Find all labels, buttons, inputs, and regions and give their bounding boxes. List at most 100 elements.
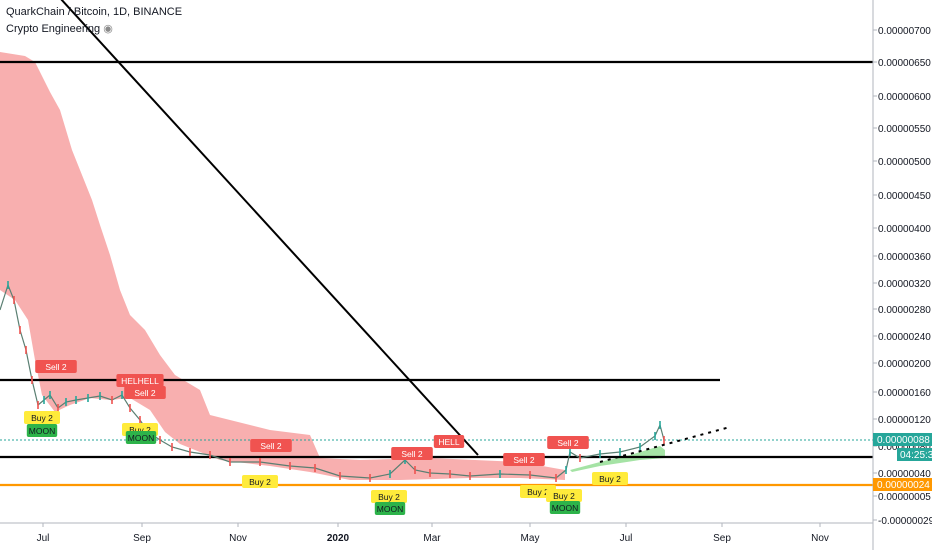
signal-tag-label: Sell 2 xyxy=(513,455,535,465)
signal-tag-sell: Sell 2 xyxy=(391,447,433,460)
current-price-badge: 0.00000088 xyxy=(873,433,932,446)
descending-trendline xyxy=(60,0,479,456)
signal-tag-box xyxy=(503,453,545,466)
current-price-value: 0.00000088 xyxy=(877,435,930,446)
indicator-cloud xyxy=(0,52,665,480)
signal-tag-buy: Buy 2 xyxy=(546,489,582,502)
projection-trendline xyxy=(599,426,731,463)
signal-tag-label: HELHELL xyxy=(121,376,159,386)
eye-icon[interactable]: ◉ xyxy=(103,23,113,35)
price-axis[interactable]: 0.00000700 0.00000650 0.00000600 0.00000550… xyxy=(872,0,932,550)
price-tick-label: 0.00000120 xyxy=(878,415,931,426)
time-tick-label: Sep xyxy=(713,533,731,544)
signal-tag-label: MOON xyxy=(377,504,403,514)
price-tick-label: 0.00000040 xyxy=(878,469,931,480)
price-tick-label: 0.00000240 xyxy=(878,332,931,343)
signal-tag-box xyxy=(24,411,60,424)
signal-tag-box xyxy=(374,502,406,515)
countdown-box xyxy=(897,448,932,461)
price-badges: 0.00000088 04:25:32 0.00000024 xyxy=(873,433,932,491)
bullish-cloud xyxy=(570,446,665,472)
signal-tag-moon: MOON xyxy=(26,424,58,437)
orange-level-badge: 0.00000024 xyxy=(873,478,932,491)
signal-tag-label: HELL xyxy=(438,437,460,447)
signal-tag-label: Sell 2 xyxy=(260,441,282,451)
indicator-name: Crypto Engineering xyxy=(6,23,101,35)
countdown-value: 04:25:32 xyxy=(900,450,932,461)
price-tick-label: -0.00000029 xyxy=(878,516,932,527)
price-tick-label: 0.00000080 xyxy=(878,442,931,453)
signal-tag-label: Buy 2 xyxy=(378,492,400,502)
time-tick-label: Jul xyxy=(620,533,633,544)
signal-tag-label: Buy 2 xyxy=(553,491,575,501)
orange-level-value: 0.00000024 xyxy=(877,480,930,491)
signal-tags: Sell 2 HELHELL Sell 2 Sell 2 Sell 2 HELL Sell … xyxy=(24,360,628,515)
signal-tag-box xyxy=(116,374,164,387)
price-tick-label: 0.00000160 xyxy=(878,388,931,399)
signal-tag-buy: Buy 2 xyxy=(242,475,278,488)
signal-tag-box xyxy=(547,436,589,449)
signal-tag-box xyxy=(125,431,157,444)
signal-tag-box xyxy=(549,501,581,514)
indicator-title[interactable]: Crypto Engineering ◉ xyxy=(6,22,113,35)
signal-tag-buy: Buy 2 xyxy=(592,472,628,485)
price-tick-label: 0.00000450 xyxy=(878,191,931,202)
signal-tag-sell: Sell 2 xyxy=(547,436,589,449)
time-tick-label: Mar xyxy=(423,533,441,544)
signal-tag-box xyxy=(35,360,77,373)
signal-tag-box xyxy=(433,435,465,448)
signal-tag-label: Buy 2 xyxy=(249,477,271,487)
symbol-title[interactable]: QuarkChain / Bitcoin, 1D, BINANCE xyxy=(6,6,183,18)
price-tick-label: 0.00000280 xyxy=(878,305,931,316)
time-tick-label: May xyxy=(521,533,540,544)
time-tick-label: Nov xyxy=(229,533,247,544)
price-tick-label: 0.00000500 xyxy=(878,157,931,168)
signal-tag-label: Buy 2 xyxy=(527,487,549,497)
signal-tag-sell: Sell 2 xyxy=(35,360,77,373)
price-tick-label: 0.00000320 xyxy=(878,279,931,290)
signal-tag-box xyxy=(250,439,292,452)
countdown-badge: 04:25:32 xyxy=(897,448,932,461)
signal-tag-moon: MOON xyxy=(125,431,157,444)
signal-tag-label: Sell 2 xyxy=(134,388,156,398)
bearish-cloud xyxy=(0,52,565,480)
orange-level-box xyxy=(873,478,932,491)
signal-tag-label: MOON xyxy=(128,433,154,443)
price-tick-label: 0.00000650 xyxy=(878,58,931,69)
time-axis[interactable]: Jul Sep Nov 2020 Mar May Jul Sep Nov xyxy=(0,522,873,544)
signal-tag-sell: HELL xyxy=(433,435,465,448)
time-tick-label: Nov xyxy=(811,533,829,544)
signal-tag-moon: MOON xyxy=(374,502,406,515)
price-tick-label: 0.00000005 xyxy=(878,492,931,503)
signal-tag-sell: HELHELL xyxy=(116,374,164,387)
signal-tag-sell: Sell 2 xyxy=(124,386,166,399)
signal-tag-buy: Buy 2 xyxy=(371,490,407,503)
signal-tag-label: MOON xyxy=(29,426,55,436)
signal-tag-sell: Sell 2 xyxy=(250,439,292,452)
signal-tag-label: Buy 2 xyxy=(129,425,151,435)
time-tick-label: Sep xyxy=(133,533,151,544)
price-tick-label: 0.00000400 xyxy=(878,224,931,235)
signal-tag-label: Sell 2 xyxy=(45,362,67,372)
current-price-box xyxy=(873,433,932,446)
time-tick-label: Jul xyxy=(37,533,50,544)
signal-tag-box xyxy=(371,490,407,503)
signal-tag-label: MOON xyxy=(552,503,578,513)
signal-tag-box xyxy=(391,447,433,460)
price-tick-label: 0.00000700 xyxy=(878,26,931,37)
price-tick-label: 0.00000550 xyxy=(878,124,931,135)
signal-tag-moon: MOON xyxy=(549,501,581,514)
signal-tag-sell: Sell 2 xyxy=(503,453,545,466)
price-tick-label: 0.00000360 xyxy=(878,252,931,263)
time-tick-label: 2020 xyxy=(327,533,350,544)
signal-tag-label: Sell 2 xyxy=(401,449,423,459)
signal-tag-box xyxy=(546,489,582,502)
signal-tag-buy: Buy 2 xyxy=(24,411,60,424)
signal-tag-box xyxy=(592,472,628,485)
signal-tag-label: Sell 2 xyxy=(557,438,579,448)
signal-tag-box xyxy=(26,424,58,437)
horizontal-levels xyxy=(0,60,873,487)
signal-tag-label: Buy 2 xyxy=(31,413,53,423)
